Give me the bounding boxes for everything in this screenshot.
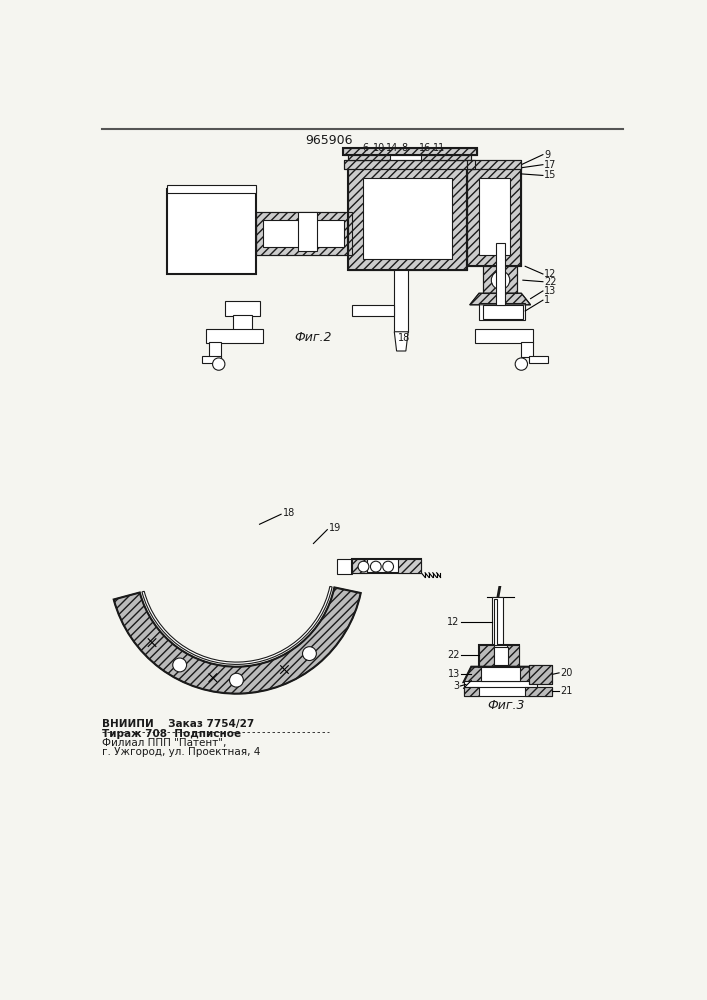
Text: 13: 13 [544, 286, 556, 296]
Bar [494, 599, 498, 645]
Bar [343, 148, 477, 155]
Text: 15: 15 [544, 170, 557, 180]
Text: 11: 11 [433, 143, 445, 153]
Bar [467, 166, 521, 266]
Bar [464, 687, 479, 696]
Circle shape [173, 658, 187, 672]
Circle shape [370, 561, 381, 572]
Bar [344, 160, 475, 169]
Circle shape [358, 561, 369, 572]
Text: 18: 18 [283, 508, 295, 518]
Bar [167, 185, 256, 193]
Text: Фиг.3: Фиг.3 [487, 699, 525, 712]
Bar [352, 559, 421, 573]
Circle shape [230, 673, 243, 687]
Text: 16: 16 [419, 143, 431, 153]
Bar [464, 687, 552, 696]
Text: 12: 12 [544, 269, 557, 279]
Text: 1: 1 [544, 295, 551, 305]
Text: ВНИИПИ    Заказ 7754/27: ВНИИПИ Заказ 7754/27 [102, 719, 254, 729]
Bar [467, 166, 521, 266]
Bar [264, 220, 344, 247]
Text: 13: 13 [448, 669, 460, 679]
Wedge shape [142, 586, 332, 664]
Bar [496, 243, 506, 305]
Circle shape [303, 647, 316, 661]
Bar [529, 665, 552, 684]
Text: г. Ужгород, ул. Проектная, 4: г. Ужгород, ул. Проектная, 4 [102, 747, 260, 757]
Bar [479, 645, 519, 667]
Bar [337, 559, 352, 574]
Text: 8: 8 [402, 143, 407, 153]
Bar [508, 645, 519, 667]
Bar [525, 687, 552, 696]
Bar [225, 301, 259, 316]
Circle shape [515, 358, 527, 370]
Bar [483, 266, 518, 293]
Text: 20: 20 [560, 668, 572, 678]
Bar [298, 212, 317, 251]
Text: 18: 18 [398, 333, 410, 343]
Bar [529, 665, 552, 684]
Text: I: I [496, 586, 501, 601]
Bar [209, 342, 221, 357]
Bar [206, 329, 264, 343]
Text: 3: 3 [454, 681, 460, 691]
Bar [479, 303, 525, 320]
Bar [256, 212, 352, 255]
Circle shape [382, 561, 394, 572]
Text: Фиг.2: Фиг.2 [295, 331, 332, 344]
Bar [529, 356, 549, 363]
Bar [481, 667, 520, 681]
Text: 965906: 965906 [305, 134, 353, 147]
Bar [467, 160, 521, 169]
Bar [167, 189, 256, 274]
Polygon shape [469, 293, 530, 305]
Bar [395, 270, 408, 332]
Bar [494, 647, 508, 665]
Bar [464, 681, 537, 688]
Text: Филиал ППП "Патент",: Филиал ППП "Патент", [102, 738, 226, 748]
Text: 14: 14 [386, 143, 398, 153]
Circle shape [491, 271, 510, 289]
Text: 10: 10 [373, 143, 385, 153]
Wedge shape [114, 587, 361, 694]
Bar [233, 315, 252, 332]
Bar [256, 212, 352, 255]
Bar [348, 166, 467, 270]
Bar [483, 305, 523, 319]
Polygon shape [395, 332, 408, 351]
Text: 22: 22 [448, 650, 460, 660]
Bar [475, 329, 533, 343]
Bar [479, 645, 494, 667]
Bar [343, 148, 477, 155]
Bar [421, 154, 472, 160]
Bar [363, 178, 452, 259]
Bar [521, 342, 533, 357]
Text: 12: 12 [448, 617, 460, 627]
Bar [344, 160, 475, 169]
Text: 19: 19 [329, 523, 341, 533]
Bar [398, 559, 421, 573]
Bar [352, 559, 368, 573]
Polygon shape [464, 667, 537, 682]
Bar [348, 154, 472, 160]
Text: 22: 22 [544, 277, 557, 287]
Text: 21: 21 [560, 686, 572, 696]
Bar [352, 305, 395, 316]
Bar [348, 154, 390, 160]
Text: Тираж 708  Подписное: Тираж 708 Подписное [102, 729, 241, 739]
Bar [479, 178, 510, 255]
Bar [201, 356, 221, 363]
Text: 6: 6 [363, 143, 369, 153]
Bar [348, 166, 467, 270]
Circle shape [213, 358, 225, 370]
Bar [467, 160, 521, 169]
Bar [492, 597, 503, 647]
Text: 9: 9 [544, 150, 551, 160]
Bar [483, 266, 518, 293]
Text: 17: 17 [544, 160, 557, 170]
